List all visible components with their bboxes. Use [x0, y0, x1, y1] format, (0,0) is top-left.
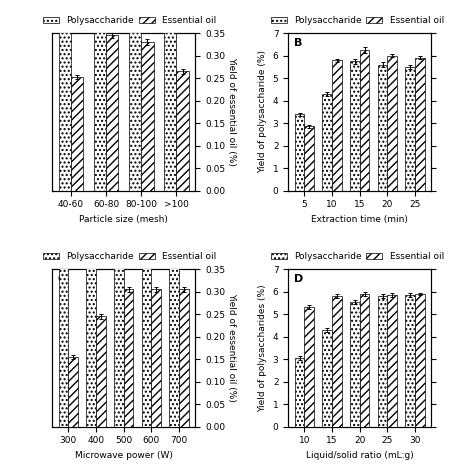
Bar	[360, 294, 369, 427]
Bar	[295, 358, 304, 427]
Bar	[350, 61, 360, 191]
Text: D: D	[294, 274, 303, 284]
Bar	[151, 290, 161, 427]
Bar	[71, 77, 83, 191]
Bar	[304, 127, 314, 191]
Bar	[106, 36, 118, 191]
Y-axis label: Yield of polysaccharides (%): Yield of polysaccharides (%)	[258, 284, 267, 412]
Y-axis label: Yield of essential oil (%): Yield of essential oil (%)	[227, 57, 236, 166]
Bar	[322, 330, 332, 427]
Legend: Polysaccharide, Essential oil: Polysaccharide, Essential oil	[267, 248, 447, 265]
Bar	[86, 0, 96, 427]
Text: B: B	[294, 38, 302, 48]
Legend: Polysaccharide, Essential oil: Polysaccharide, Essential oil	[267, 12, 447, 29]
Bar	[129, 0, 141, 191]
Legend: Polysaccharide, Essential oil: Polysaccharide, Essential oil	[39, 248, 220, 265]
Bar	[378, 296, 387, 427]
Bar	[405, 295, 415, 427]
X-axis label: Liquid/solid ratio (mL:g): Liquid/solid ratio (mL:g)	[306, 451, 414, 460]
Bar	[59, 0, 68, 427]
Bar	[114, 0, 124, 427]
Y-axis label: Yield of polysaccharide (%): Yield of polysaccharide (%)	[258, 50, 267, 173]
Bar	[387, 55, 397, 191]
Text: C: C	[58, 274, 66, 284]
Bar	[415, 294, 425, 427]
Bar	[68, 357, 78, 427]
Bar	[415, 58, 425, 191]
Bar	[405, 67, 415, 191]
Bar	[142, 0, 151, 427]
Bar	[169, 0, 179, 427]
Legend: Polysaccharide, Essential oil: Polysaccharide, Essential oil	[39, 12, 220, 29]
Bar	[304, 308, 314, 427]
Bar	[332, 296, 342, 427]
Bar	[295, 114, 304, 191]
X-axis label: Particle size (mesh): Particle size (mesh)	[79, 215, 168, 224]
Bar	[360, 50, 369, 191]
Bar	[94, 0, 106, 191]
Bar	[96, 317, 106, 427]
Bar	[176, 72, 189, 191]
Bar	[387, 295, 397, 427]
Bar	[350, 302, 360, 427]
Bar	[332, 60, 342, 191]
Bar	[378, 64, 387, 191]
X-axis label: Extraction time (min): Extraction time (min)	[311, 215, 408, 224]
Y-axis label: Yield of essential oil (%): Yield of essential oil (%)	[227, 293, 236, 402]
Bar	[141, 42, 154, 191]
Bar	[322, 94, 332, 191]
Bar	[164, 0, 176, 191]
Bar	[59, 0, 71, 191]
X-axis label: Microwave power (W): Microwave power (W)	[75, 451, 173, 460]
Bar	[179, 290, 189, 427]
Bar	[124, 290, 133, 427]
